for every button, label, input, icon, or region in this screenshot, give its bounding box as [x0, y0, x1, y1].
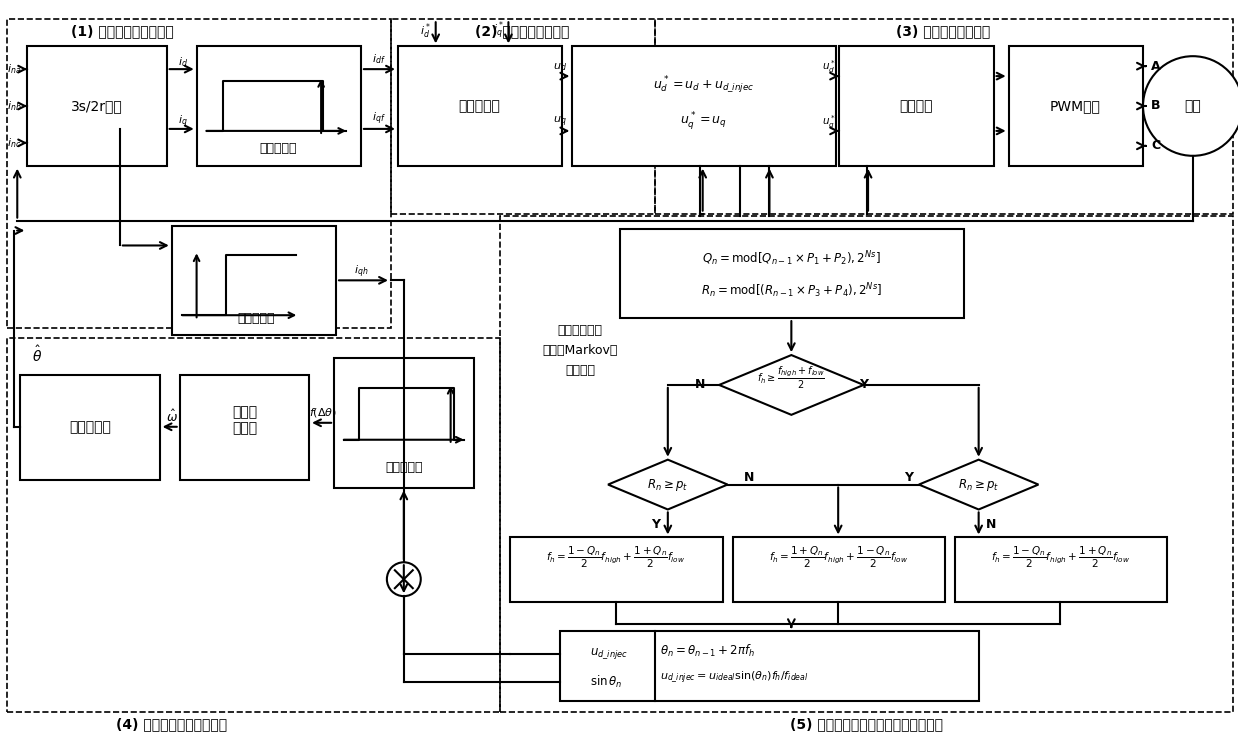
Text: $i_{qh}$: $i_{qh}$: [353, 263, 368, 280]
Text: Y: Y: [651, 518, 661, 531]
Bar: [955, 537, 1167, 602]
Text: $i_d$: $i_d$: [177, 56, 187, 69]
Bar: [655, 19, 1233, 214]
Bar: [572, 46, 836, 166]
Text: 注入信号频率: 注入信号频率: [558, 323, 603, 337]
Text: $\theta_n=\theta_{n-1}+2\pi f_h$: $\theta_n=\theta_{n-1}+2\pi f_h$: [660, 643, 755, 659]
Text: $i_{qf}$: $i_{qf}$: [372, 111, 386, 127]
Bar: [180, 375, 309, 480]
Text: $R_n\geq p_t$: $R_n\geq p_t$: [647, 477, 688, 493]
Text: $i_d^*$: $i_d^*$: [420, 21, 432, 41]
Text: $f_h\geq\dfrac{f_{high}+f_{low}}{2}$: $f_h\geq\dfrac{f_{high}+f_{low}}{2}$: [758, 365, 826, 391]
Text: $u_d^*$: $u_d^*$: [822, 58, 836, 75]
Text: Y: Y: [904, 471, 914, 484]
Text: (4) 转子位置提取计算环节: (4) 转子位置提取计算环节: [117, 718, 227, 732]
Text: 低通滤波器: 低通滤波器: [259, 142, 298, 155]
Circle shape: [387, 562, 420, 596]
Text: PWM调制: PWM调制: [1050, 99, 1101, 113]
Text: $u_q^*=u_q$: $u_q^*=u_q$: [680, 110, 727, 132]
Text: 低通滤波器: 低通滤波器: [386, 461, 423, 474]
Bar: [334, 358, 474, 488]
Bar: [620, 229, 963, 318]
Text: $R_n=\mathrm{mod}[(R_{n-1}\times P_3+P_4),2^{Ns}]$: $R_n=\mathrm{mod}[(R_{n-1}\times P_3+P_4…: [701, 281, 882, 300]
Text: $\hat{\omega}$: $\hat{\omega}$: [166, 408, 177, 425]
Text: $i_q$: $i_q$: [177, 114, 187, 130]
Text: $f(\Delta\theta)$: $f(\Delta\theta)$: [309, 406, 337, 420]
Bar: [839, 46, 993, 166]
Text: (2) 电机电压给定环节: (2) 电机电压给定环节: [475, 24, 569, 38]
Text: C: C: [1152, 139, 1161, 152]
Text: $u_q$: $u_q$: [553, 115, 567, 130]
Bar: [391, 19, 655, 214]
Bar: [7, 338, 501, 712]
Text: $i_{nb}$: $i_{nb}$: [7, 99, 22, 113]
Text: (3) 电机电压作用环节: (3) 电机电压作用环节: [895, 24, 990, 38]
Text: $u_d^*=u_d+u_{d\_injec}$: $u_d^*=u_d+u_{d\_injec}$: [653, 75, 754, 95]
Text: B: B: [1151, 99, 1161, 112]
Text: $f_h=\dfrac{1+Q_n}{2}f_{high}+\dfrac{1-Q_n}{2}f_{low}$: $f_h=\dfrac{1+Q_n}{2}f_{high}+\dfrac{1-Q…: [769, 545, 908, 570]
Text: 电机: 电机: [1184, 99, 1202, 113]
Bar: [197, 46, 361, 166]
Text: 角速度
调节器: 角速度 调节器: [232, 405, 257, 435]
Text: $i_{na}$: $i_{na}$: [7, 62, 21, 76]
Text: (1) 电流检测及控制环节: (1) 电流检测及控制环节: [71, 24, 174, 38]
Text: A: A: [1151, 60, 1161, 73]
Text: $u_{d\_injec}$: $u_{d\_injec}$: [590, 647, 629, 662]
Circle shape: [1143, 56, 1240, 156]
Polygon shape: [919, 460, 1038, 509]
Bar: [501, 215, 1233, 712]
Text: 坐标变换: 坐标变换: [899, 99, 932, 113]
Bar: [27, 46, 166, 166]
Bar: [20, 375, 160, 480]
Bar: [398, 46, 562, 166]
Text: $R_n\geq p_t$: $R_n\geq p_t$: [959, 477, 999, 493]
Bar: [560, 631, 978, 701]
Bar: [511, 537, 723, 602]
Text: 高通滤波器: 高通滤波器: [238, 312, 275, 325]
Text: (5) 高频注入信号电压和频率计算环节: (5) 高频注入信号电压和频率计算环节: [790, 718, 942, 732]
Text: Y: Y: [859, 378, 868, 391]
Text: $f_h=\dfrac{1-Q_n}{2}f_{high}+\dfrac{1+Q_n}{2}f_{low}$: $f_h=\dfrac{1-Q_n}{2}f_{high}+\dfrac{1+Q…: [991, 545, 1130, 570]
Text: 3s/2r变换: 3s/2r变换: [71, 99, 123, 113]
Text: 二状态Markov链: 二状态Markov链: [542, 343, 618, 357]
Text: $\hat{\theta}$: $\hat{\theta}$: [32, 345, 42, 365]
Bar: [171, 226, 336, 335]
Bar: [1008, 46, 1143, 166]
Text: 角速度积分: 角速度积分: [69, 420, 110, 434]
Text: $u_{d\_injec}=u_{ideal}\sin(\theta_n)f_h/f_{ideal}$: $u_{d\_injec}=u_{ideal}\sin(\theta_n)f_h…: [660, 669, 808, 684]
Text: $i_q^*$: $i_q^*$: [494, 20, 503, 42]
Polygon shape: [608, 460, 728, 509]
Text: 电流调节器: 电流调节器: [459, 99, 501, 113]
Text: $f_h=\dfrac{1-Q_n}{2}f_{high}+\dfrac{1+Q_n}{2}f_{low}$: $f_h=\dfrac{1-Q_n}{2}f_{high}+\dfrac{1+Q…: [547, 545, 686, 570]
Text: N: N: [744, 471, 755, 484]
Bar: [733, 537, 945, 602]
Text: $Q_n=\mathrm{mod}[Q_{n-1}\times P_1+P_2),2^{Ns}]$: $Q_n=\mathrm{mod}[Q_{n-1}\times P_1+P_2)…: [702, 249, 880, 268]
Text: $i_{nc}$: $i_{nc}$: [7, 136, 21, 149]
Text: 随机算法: 随机算法: [565, 363, 595, 377]
Polygon shape: [719, 355, 863, 415]
Text: $u_d$: $u_d$: [553, 61, 567, 73]
Bar: [7, 19, 391, 328]
Text: $i_{df}$: $i_{df}$: [372, 53, 386, 66]
Text: $u_q^*$: $u_q^*$: [822, 113, 836, 131]
Text: N: N: [694, 378, 704, 391]
Text: $\sin\theta_n$: $\sin\theta_n$: [590, 674, 622, 690]
Text: N: N: [986, 518, 996, 531]
